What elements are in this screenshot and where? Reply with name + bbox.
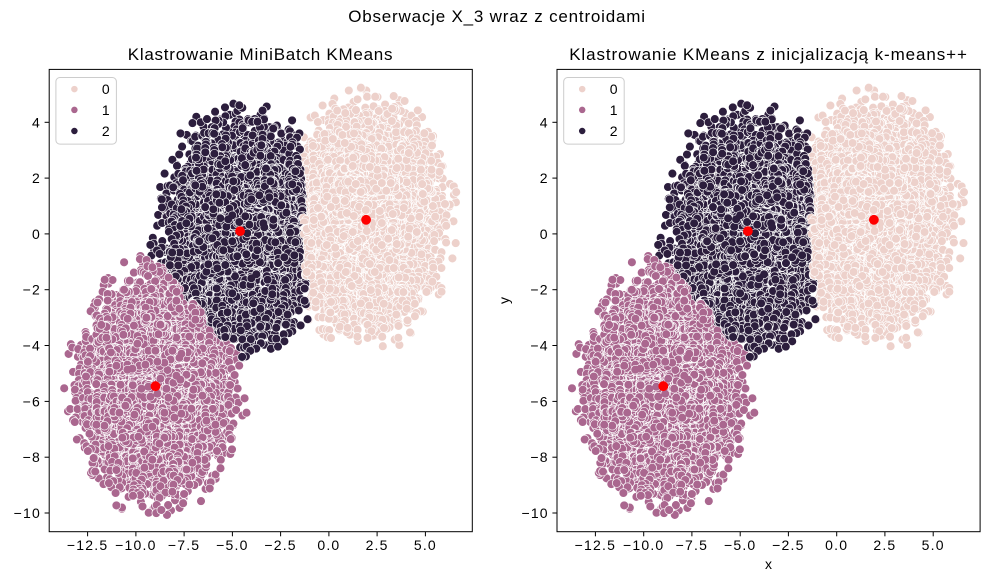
svg-text:2: 2: [32, 170, 41, 186]
svg-text:Klastrowanie KMeans z inicjali: Klastrowanie KMeans z inicjalizacją k-me…: [569, 45, 968, 64]
svg-text:−4: −4: [23, 338, 41, 354]
svg-text:−2: −2: [23, 282, 41, 298]
svg-text:−5.0: −5.0: [724, 537, 756, 553]
svg-text:−8: −8: [23, 449, 41, 465]
svg-text:−10: −10: [521, 505, 548, 521]
svg-text:−7.5: −7.5: [168, 537, 200, 553]
svg-text:2: 2: [610, 123, 618, 139]
svg-text:−2: −2: [530, 282, 548, 298]
svg-text:0: 0: [540, 226, 549, 242]
svg-text:−12.5: −12.5: [67, 537, 108, 553]
svg-text:−8: −8: [530, 449, 548, 465]
svg-text:4: 4: [32, 114, 41, 130]
svg-text:2: 2: [102, 123, 110, 139]
svg-text:0: 0: [610, 81, 618, 97]
svg-text:−7.5: −7.5: [676, 537, 708, 553]
svg-text:0: 0: [102, 81, 110, 97]
svg-text:x: x: [765, 556, 772, 572]
svg-text:2.5: 2.5: [366, 537, 389, 553]
svg-text:4: 4: [540, 114, 549, 130]
svg-text:−2.5: −2.5: [772, 537, 804, 553]
svg-text:5.0: 5.0: [922, 537, 945, 553]
svg-text:−2.5: −2.5: [264, 537, 296, 553]
svg-text:−4: −4: [530, 338, 548, 354]
svg-text:−12.5: −12.5: [575, 537, 616, 553]
svg-text:−10: −10: [14, 505, 41, 521]
svg-text:−10.0: −10.0: [115, 537, 156, 553]
svg-text:0.0: 0.0: [317, 537, 340, 553]
svg-text:1: 1: [610, 102, 618, 118]
svg-text:−6: −6: [530, 393, 548, 409]
svg-text:y: y: [496, 297, 512, 304]
svg-text:−5.0: −5.0: [216, 537, 248, 553]
svg-text:2.5: 2.5: [873, 537, 896, 553]
svg-text:5.0: 5.0: [414, 537, 437, 553]
svg-text:1: 1: [102, 102, 110, 118]
svg-text:Obserwacje X_3 wraz z centroid: Obserwacje X_3 wraz z centroidami: [348, 7, 646, 26]
svg-text:Klastrowanie MiniBatch KMeans: Klastrowanie MiniBatch KMeans: [128, 45, 394, 64]
svg-text:2: 2: [540, 170, 549, 186]
svg-text:0.0: 0.0: [825, 537, 848, 553]
svg-text:−6: −6: [23, 393, 41, 409]
svg-text:0: 0: [32, 226, 41, 242]
svg-text:−10.0: −10.0: [623, 537, 664, 553]
